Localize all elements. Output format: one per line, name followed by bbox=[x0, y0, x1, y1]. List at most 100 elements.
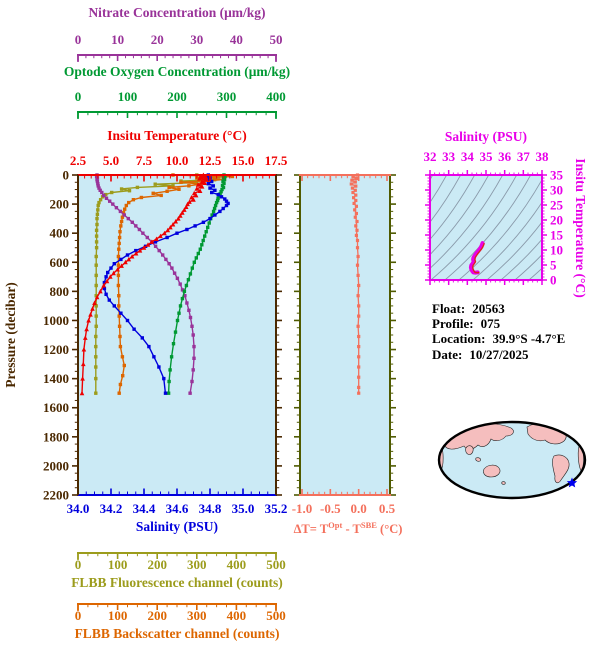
float-info-line: Float: 20563 bbox=[432, 301, 565, 316]
square-marker bbox=[188, 272, 193, 276]
square-marker bbox=[173, 330, 178, 334]
square-marker bbox=[354, 176, 358, 181]
triangle-marker bbox=[83, 335, 88, 340]
square-marker bbox=[96, 184, 100, 188]
axis-tick-label: 17.5 bbox=[265, 153, 288, 168]
square-marker bbox=[353, 215, 357, 219]
square-marker bbox=[122, 363, 126, 368]
axis-tick-label: 0 bbox=[63, 168, 70, 183]
axis-tick-label: 600 bbox=[50, 255, 70, 270]
square-marker bbox=[224, 199, 229, 203]
profile-label: Profile: bbox=[432, 316, 474, 332]
square-marker bbox=[119, 187, 124, 191]
axis-tick-label: 300 bbox=[187, 557, 207, 572]
axis-tick-label: 0 bbox=[75, 89, 82, 104]
square-marker bbox=[169, 355, 174, 359]
square-marker bbox=[210, 179, 214, 184]
ts-curve bbox=[468, 241, 485, 275]
triangle-marker bbox=[183, 204, 189, 209]
square-marker bbox=[118, 209, 123, 214]
square-marker bbox=[94, 355, 98, 359]
square-marker bbox=[192, 260, 196, 264]
square-marker bbox=[354, 204, 358, 208]
ts-curve-companion bbox=[472, 242, 485, 274]
continent bbox=[475, 457, 481, 462]
triangle-marker bbox=[129, 254, 135, 259]
date-label: Date: bbox=[432, 346, 463, 362]
square-marker bbox=[167, 185, 171, 190]
axis-tick-label: 20 bbox=[550, 213, 563, 228]
square-marker bbox=[116, 273, 121, 278]
square-marker bbox=[108, 199, 112, 203]
square-marker bbox=[127, 200, 131, 205]
nitrate-axis: 0 10 20 30 40 50 Nitrate Concentration (μm/kg) bbox=[75, 5, 283, 62]
profile-series bbox=[79, 172, 235, 396]
square-marker bbox=[357, 334, 361, 339]
square-marker bbox=[356, 294, 360, 298]
square-marker bbox=[350, 186, 354, 190]
square-marker bbox=[166, 391, 171, 395]
square-marker bbox=[221, 179, 225, 184]
square-marker bbox=[98, 188, 102, 192]
square-marker bbox=[107, 298, 111, 302]
triangle-marker bbox=[90, 306, 95, 311]
axis-tick-label: 35.0 bbox=[232, 501, 255, 516]
square-marker bbox=[116, 283, 121, 288]
triangle-marker bbox=[197, 188, 203, 193]
delta-t-label-sup-sbe: SBE bbox=[360, 520, 377, 530]
square-marker bbox=[119, 257, 123, 262]
axis-tick-label: 30 bbox=[550, 183, 563, 198]
square-marker bbox=[357, 345, 361, 349]
square-marker bbox=[94, 365, 98, 369]
square-marker bbox=[354, 184, 358, 188]
square-marker bbox=[168, 368, 172, 372]
axis-tick-label: 35 bbox=[550, 168, 564, 183]
square-marker bbox=[208, 216, 212, 221]
axis-tick-label: 38 bbox=[536, 149, 550, 164]
axis-tick-label: 400 bbox=[227, 557, 247, 572]
axis-tick-label: 0 bbox=[550, 273, 557, 288]
square-marker bbox=[134, 248, 138, 253]
square-marker bbox=[226, 201, 230, 206]
oxygen-axis: 0 100 200 300 400 Optode Oxygen Concentration… bbox=[64, 64, 290, 119]
axis-tick-label: 0.0 bbox=[351, 501, 367, 516]
triangle-marker bbox=[81, 347, 87, 352]
square-marker bbox=[357, 375, 361, 379]
square-marker bbox=[117, 314, 121, 318]
triangle-marker bbox=[162, 230, 167, 236]
square-marker bbox=[117, 391, 121, 395]
fluorescence-axis-title: FLBB Fluorescence channel (counts) bbox=[71, 575, 283, 590]
square-marker bbox=[134, 224, 138, 228]
square-marker bbox=[126, 216, 130, 221]
profile-info-line: Profile: 075 bbox=[432, 316, 565, 331]
square-marker bbox=[213, 213, 217, 217]
square-marker bbox=[153, 182, 157, 186]
float-label: Float: bbox=[432, 301, 466, 316]
square-marker bbox=[127, 189, 132, 193]
square-marker bbox=[94, 283, 98, 288]
ts-title: Salinity (PSU) bbox=[445, 129, 527, 144]
isopycnal-contour bbox=[430, 175, 462, 223]
square-marker bbox=[357, 355, 361, 359]
square-marker bbox=[187, 184, 191, 188]
square-marker bbox=[214, 200, 219, 205]
axis-tick-label: 2000 bbox=[43, 458, 69, 473]
triangle-marker bbox=[187, 199, 192, 204]
series-backscatter bbox=[116, 173, 235, 395]
triangle-marker bbox=[108, 274, 113, 279]
date-value: 10/27/2025 bbox=[469, 346, 529, 362]
square-marker bbox=[208, 186, 212, 190]
triangle-marker bbox=[176, 216, 181, 221]
axis-tick-label: 20 bbox=[151, 32, 164, 47]
square-marker bbox=[220, 183, 225, 188]
axis-tick-label: 0.5 bbox=[379, 501, 396, 516]
square-marker bbox=[123, 207, 127, 211]
square-marker bbox=[222, 181, 226, 186]
axis-tick-label: 200 bbox=[147, 557, 167, 572]
ts-temperature-axis-title: Insitu Temperature (°C) bbox=[573, 158, 588, 297]
backscatter-axis: 0 100 200 300 400 500 FLBB Backscatter channel… bbox=[75, 603, 286, 641]
square-marker bbox=[135, 185, 140, 190]
main-profile-panel bbox=[78, 172, 276, 495]
axis-tick-label: 1800 bbox=[43, 429, 69, 444]
